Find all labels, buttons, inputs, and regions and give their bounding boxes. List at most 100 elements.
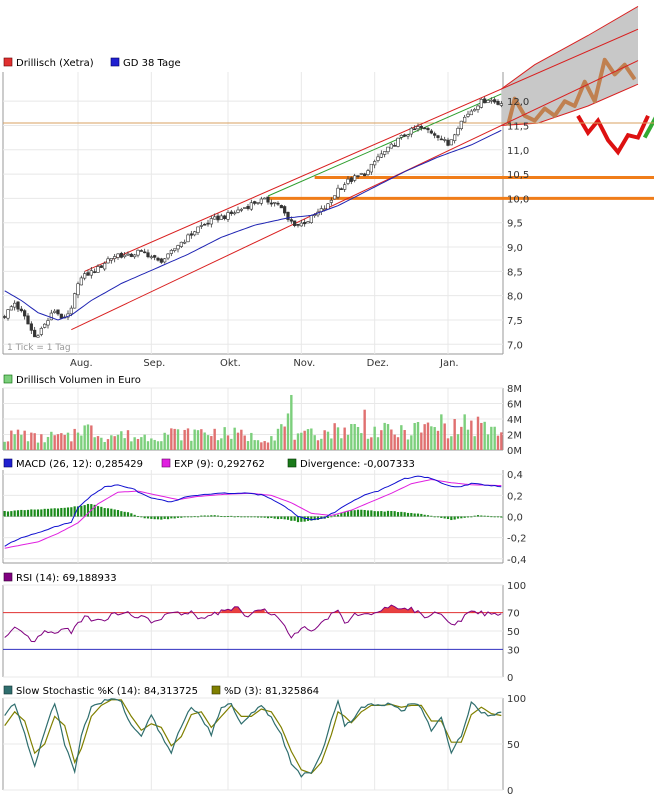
volume-bar — [333, 423, 336, 450]
divergence-bar — [443, 516, 446, 519]
divergence-bar — [416, 513, 420, 517]
stoch-ytick-label: 100 — [507, 694, 526, 705]
candle-body — [3, 316, 7, 318]
volume-bar — [450, 436, 453, 450]
price-legend-swatch — [3, 57, 13, 67]
divergence-bar — [296, 516, 300, 523]
volume-bar — [213, 428, 216, 450]
volume-bar — [100, 437, 103, 450]
candle-body — [86, 272, 90, 276]
volume-bar — [383, 422, 386, 450]
volume-bar — [106, 439, 110, 450]
candle-body — [83, 273, 87, 279]
candle-body — [456, 127, 460, 136]
month-label: Dez. — [367, 358, 389, 369]
candle-body — [256, 202, 260, 204]
volume-bar — [33, 433, 36, 450]
divergence-bar — [236, 516, 240, 518]
divergence-bar — [63, 507, 66, 517]
candle-body — [489, 99, 493, 102]
stoch-k-line — [4, 698, 502, 778]
rsi-legend: RSI (14): 69,188933 — [3, 572, 117, 584]
candle-body — [183, 241, 187, 244]
divergence-bar — [200, 515, 203, 517]
divergence-bar — [193, 516, 196, 518]
divergence-bar — [473, 515, 476, 517]
divergence-bar — [133, 514, 136, 517]
volume-bar — [496, 435, 500, 450]
volume-bar — [40, 434, 43, 450]
divergence-bar — [130, 513, 133, 517]
vol-ytick-label: 6M — [507, 400, 522, 411]
volume-bar — [473, 436, 476, 450]
divergence-bar — [166, 516, 170, 520]
divergence-bar — [70, 507, 73, 517]
forecast-band — [501, 6, 638, 126]
divergence-bar — [20, 509, 23, 517]
candle-body — [436, 135, 440, 138]
divergence-bar — [440, 516, 443, 518]
candle-body — [369, 163, 373, 173]
divergence-bar — [436, 516, 440, 518]
volume-bar — [296, 433, 300, 450]
volume-bar — [123, 438, 126, 450]
volume-bar — [203, 432, 206, 450]
divergence-bar — [93, 504, 96, 517]
price-grid — [3, 72, 503, 354]
volume-bars — [3, 394, 503, 450]
volume-bar — [320, 438, 323, 450]
candle-body — [226, 212, 230, 220]
candle-body — [69, 307, 73, 315]
candle-body — [449, 139, 453, 146]
volume-legend-swatch — [3, 374, 13, 384]
candle-body — [163, 258, 167, 263]
divergence-bar — [50, 508, 53, 517]
candle-body — [486, 100, 490, 104]
divergence-bar — [46, 508, 50, 517]
candle-body — [109, 258, 113, 261]
channel-lower — [71, 60, 639, 331]
divergence-bar — [196, 516, 200, 518]
volume-bar — [116, 434, 120, 450]
candle-body — [423, 127, 427, 130]
macd-y-axis: 0,4 0,2 0,0 -0,2 -0,4 — [507, 470, 527, 566]
divergence-bar — [153, 516, 156, 520]
rsi-ytick-label: 30 — [507, 645, 520, 656]
ma-line — [4, 129, 502, 321]
candle-body — [149, 256, 153, 259]
divergence-bar — [330, 516, 333, 518]
candle-body — [106, 258, 110, 264]
volume-bar — [350, 424, 353, 450]
candle-body — [99, 265, 103, 268]
price-ytick-label: 7,5 — [507, 316, 523, 327]
volume-bar — [403, 430, 406, 450]
candle-body — [443, 139, 447, 141]
candle-body — [413, 128, 417, 131]
volume-bar — [353, 423, 356, 450]
candle-body — [383, 151, 387, 155]
volume-bar — [470, 420, 473, 450]
volume-bar — [156, 441, 160, 450]
divergence-bar — [126, 512, 130, 517]
candle-body — [409, 127, 413, 135]
price-ytick-label: 8,5 — [507, 267, 523, 278]
volume-bar — [140, 437, 143, 450]
candle-body — [356, 175, 360, 177]
candle-body — [426, 128, 430, 131]
price-ytick-label: 10,0 — [507, 194, 529, 205]
volume-bar — [126, 430, 130, 450]
divergence-bar — [266, 516, 270, 519]
candle-body — [273, 201, 277, 204]
month-label: Aug. — [70, 358, 93, 369]
volume-bar — [210, 436, 213, 450]
candle-body — [339, 188, 343, 190]
volume-bar — [466, 429, 470, 450]
volume-bar — [170, 428, 173, 450]
candle-body — [366, 170, 370, 175]
divergence-bar — [423, 514, 426, 517]
candle-body — [373, 161, 377, 166]
volume-bar — [193, 429, 196, 450]
candle-body — [119, 252, 123, 258]
volume-bar — [393, 434, 396, 450]
macd-legend-label: MACD (26, 12): 0,285429 — [16, 459, 143, 470]
